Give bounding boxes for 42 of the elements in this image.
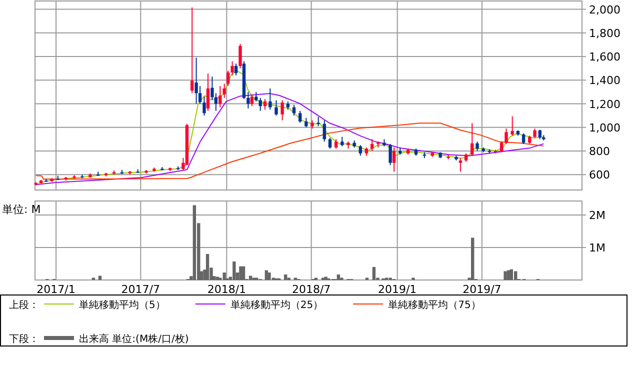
legend-label: 単純移動平均（75） <box>388 299 481 311</box>
x-tick-label: 2017/7 <box>121 283 160 296</box>
bar <box>239 266 242 280</box>
bar <box>192 205 196 280</box>
bar <box>372 266 376 280</box>
x-tick-label: 2019/1 <box>378 283 417 296</box>
bar <box>510 269 514 280</box>
y-tick-label: 2,000 <box>589 3 620 16</box>
bar <box>268 272 271 280</box>
y-tick-label: 600 <box>589 168 610 182</box>
bar <box>206 254 210 280</box>
legend: 下段： 出来高 単位:(M株/口/枚) <box>9 334 189 345</box>
legend-title: 下段： <box>9 333 39 345</box>
x-tick-label: 2018/1 <box>207 283 246 296</box>
legend-label: 単純移動平均（25） <box>230 299 324 311</box>
y-tick-label: 800 <box>589 145 610 158</box>
line-series <box>35 92 544 186</box>
legend-title: 上段： <box>9 299 39 311</box>
y-tick-label: 1M <box>589 241 606 254</box>
y-tick-label: 1,600 <box>589 50 620 64</box>
legend-label: 出来高 単位:(M株/口/枚) <box>79 333 189 345</box>
bar <box>216 276 219 280</box>
bar <box>324 276 328 280</box>
x-tick-label: 2019/7 <box>462 283 502 296</box>
legend-label: 単純移動平均（5） <box>79 299 166 311</box>
x-tick-label: 2017/1 <box>36 283 76 296</box>
bar <box>504 271 507 280</box>
bar <box>232 261 236 280</box>
y-tick-label: 1,400 <box>589 74 620 88</box>
line-series <box>36 122 544 180</box>
y-tick-label: 1,200 <box>589 98 620 111</box>
bar <box>284 274 288 280</box>
y-tick-label: 1,800 <box>589 26 620 40</box>
bar <box>471 238 474 280</box>
y-tick-label: 2M <box>589 208 606 222</box>
y-tick-label: 1,000 <box>589 121 620 134</box>
bar <box>242 266 246 280</box>
annotation: 単位: M <box>2 203 41 216</box>
x-tick-label: 2018/7 <box>292 283 331 296</box>
bar <box>222 272 226 280</box>
bar <box>336 274 340 280</box>
bar <box>514 271 518 280</box>
